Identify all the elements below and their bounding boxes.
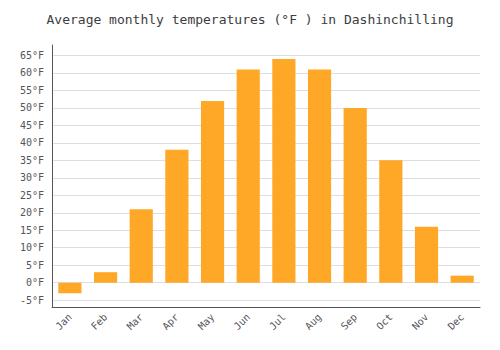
svg-text:25°F: 25°F: [20, 190, 44, 201]
svg-text:Sep: Sep: [339, 311, 360, 332]
svg-text:Jul: Jul: [267, 311, 288, 332]
svg-text:May: May: [196, 311, 217, 332]
svg-text:35°F: 35°F: [20, 155, 44, 166]
svg-text:Mar: Mar: [125, 311, 146, 332]
svg-text:Dec: Dec: [446, 311, 467, 332]
svg-text:45°F: 45°F: [20, 120, 44, 131]
svg-text:Aug: Aug: [303, 311, 324, 332]
svg-text:Average monthly temperatures (: Average monthly temperatures (°F ) in Da…: [47, 12, 454, 27]
svg-text:Nov: Nov: [410, 311, 431, 332]
svg-text:30°F: 30°F: [20, 172, 44, 183]
svg-text:Apr: Apr: [160, 311, 181, 332]
svg-text:20°F: 20°F: [20, 207, 44, 218]
svg-text:55°F: 55°F: [20, 85, 44, 96]
svg-text:15°F: 15°F: [20, 225, 44, 236]
svg-text:60°F: 60°F: [20, 67, 44, 78]
svg-text:40°F: 40°F: [20, 137, 44, 148]
svg-text:5°F: 5°F: [26, 260, 44, 271]
svg-text:Jun: Jun: [232, 311, 253, 332]
svg-text:50°F: 50°F: [20, 102, 44, 113]
svg-text:65°F: 65°F: [20, 50, 44, 61]
svg-text:Jan: Jan: [53, 311, 74, 332]
svg-text:10°F: 10°F: [20, 242, 44, 253]
svg-text:0°F: 0°F: [26, 277, 44, 288]
svg-text:-5°F: -5°F: [20, 295, 44, 306]
svg-text:Feb: Feb: [89, 311, 110, 332]
svg-text:Oct: Oct: [374, 311, 395, 332]
